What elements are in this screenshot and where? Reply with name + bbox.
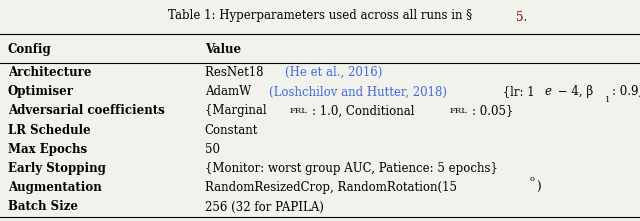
Text: Architecture: Architecture [8, 66, 91, 79]
Text: Adversarial coefficients: Adversarial coefficients [8, 105, 164, 118]
Text: AdamW: AdamW [205, 85, 255, 98]
Text: Early Stopping: Early Stopping [8, 162, 106, 175]
Text: Table 1: Hyperparameters used across all runs in §: Table 1: Hyperparameters used across all… [168, 9, 472, 22]
Text: Optimiser: Optimiser [8, 85, 74, 98]
Text: Value: Value [205, 43, 241, 55]
Text: LR Schedule: LR Schedule [8, 124, 90, 137]
Text: FRL: FRL [289, 107, 307, 115]
Text: ): ) [536, 181, 541, 194]
Text: Augmentation: Augmentation [8, 181, 101, 194]
Text: {Marginal: {Marginal [205, 105, 270, 118]
Text: Constant: Constant [205, 124, 258, 137]
Text: ResNet18: ResNet18 [205, 66, 267, 79]
Text: : 0.05}: : 0.05} [472, 105, 514, 118]
Text: 5.: 5. [516, 11, 527, 24]
Text: Batch Size: Batch Size [8, 200, 77, 213]
Text: 256 (32 for PAPILA): 256 (32 for PAPILA) [205, 200, 324, 213]
Text: (Loshchilov and Hutter, 2018): (Loshchilov and Hutter, 2018) [269, 85, 447, 98]
Text: Max Epochs: Max Epochs [8, 143, 87, 156]
Text: − 4, β: − 4, β [554, 85, 593, 98]
Text: Config: Config [8, 43, 51, 55]
Text: : 0.9, β: : 0.9, β [612, 85, 640, 98]
Text: e: e [545, 85, 552, 98]
Text: {Monitor: worst group AUC, Patience: 5 epochs}: {Monitor: worst group AUC, Patience: 5 e… [205, 162, 498, 175]
Text: : 1.0, Conditional: : 1.0, Conditional [312, 105, 419, 118]
Text: RandomResizedCrop, RandomRotation(15: RandomResizedCrop, RandomRotation(15 [205, 181, 457, 194]
Text: {lr: 1: {lr: 1 [499, 85, 534, 98]
Text: FRL: FRL [449, 107, 467, 115]
Text: (He et al., 2016): (He et al., 2016) [285, 66, 383, 79]
Text: 1: 1 [605, 96, 610, 104]
Text: o: o [530, 175, 535, 183]
Text: 50: 50 [205, 143, 220, 156]
